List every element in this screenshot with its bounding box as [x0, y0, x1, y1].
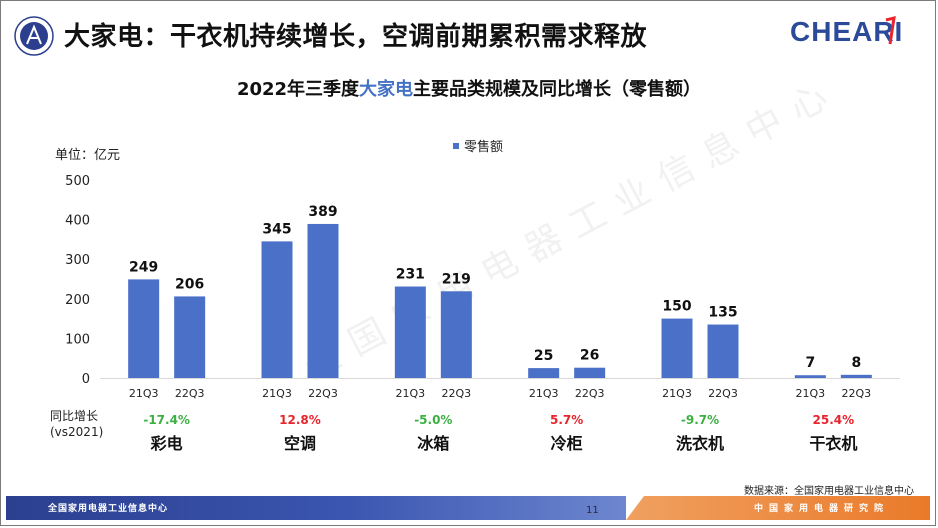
data-label: 25 — [534, 348, 553, 364]
yoy-value: 12.8% — [279, 413, 321, 427]
category-label: 干衣机 — [809, 434, 857, 453]
footer-right-text: 中国家用电器研究院 — [754, 504, 890, 514]
bar — [574, 367, 606, 378]
legend-label: 零售额 — [464, 140, 504, 155]
bar — [440, 291, 472, 378]
bar-chart: 0 100 200 300 400 500 249 21Q3 206 22Q3 -17.4% 彩电 34… — [65, 174, 900, 453]
yoy-value: -5.0% — [414, 413, 452, 427]
category-label: 冷柜 — [551, 434, 583, 453]
x-tick-label: 22Q3 — [842, 387, 872, 400]
y-tick-label: 100 — [65, 332, 90, 347]
unit-label: 单位：亿元 — [55, 148, 121, 163]
yoy-value: 25.4% — [813, 413, 855, 427]
bar — [261, 241, 293, 378]
category-label: 彩电 — [150, 434, 183, 453]
brand-text: CHEARI — [790, 16, 903, 47]
data-label: 135 — [708, 305, 737, 321]
x-tick-label: 22Q3 — [575, 387, 605, 400]
data-label: 249 — [129, 259, 158, 275]
institute-logo — [14, 16, 54, 56]
data-source: 数据来源：全国家用电器工业信息中心 — [744, 486, 914, 497]
y-tick-label: 0 — [82, 372, 90, 387]
page-number: 11 — [586, 505, 599, 516]
yoy-value: -17.4% — [143, 413, 190, 427]
x-tick-label: 21Q3 — [262, 387, 292, 400]
x-tick-label: 21Q3 — [796, 387, 826, 400]
y-tick-label: 300 — [65, 253, 90, 268]
data-label: 206 — [175, 276, 204, 292]
data-label: 219 — [442, 271, 471, 287]
y-tick-label: 400 — [65, 214, 90, 229]
x-tick-label: 22Q3 — [308, 387, 338, 400]
x-tick-label: 22Q3 — [442, 387, 472, 400]
yoy-value: 5.7% — [550, 413, 583, 427]
bar — [174, 296, 206, 378]
yoy-value: -9.7% — [681, 413, 719, 427]
data-label: 231 — [396, 267, 425, 283]
chart-title-part-1: 2022年三季度 — [236, 79, 360, 100]
category-label: 洗衣机 — [676, 434, 724, 453]
bar — [307, 223, 339, 378]
data-label: 345 — [262, 221, 291, 237]
data-label: 26 — [580, 348, 599, 364]
bar — [528, 368, 560, 378]
bar — [128, 279, 160, 378]
chart-legend: 零售额 — [453, 136, 503, 155]
category-label: 冰箱 — [417, 434, 449, 453]
x-tick-label: 22Q3 — [708, 387, 738, 400]
cheari-logo: CHEARI — [790, 15, 903, 47]
footer-left-text: 全国家用电器工业信息中心 — [48, 504, 169, 514]
x-tick-label: 21Q3 — [529, 387, 559, 400]
bar — [394, 286, 426, 378]
bar — [661, 318, 693, 378]
bar — [707, 324, 739, 378]
page-title: 大家电：干衣机持续增长，空调前期累积需求释放 — [64, 22, 648, 52]
bar — [794, 375, 826, 378]
bar — [840, 374, 872, 378]
category-label: 空调 — [284, 434, 316, 453]
x-tick-label: 22Q3 — [175, 387, 205, 400]
y-tick-label: 500 — [65, 174, 90, 189]
x-tick-label: 21Q3 — [396, 387, 426, 400]
yoy-label-line-1: 同比增长 — [50, 409, 99, 423]
data-label: 389 — [308, 204, 337, 220]
yoy-label-line-2: (vs2021) — [50, 425, 104, 439]
x-tick-label: 21Q3 — [662, 387, 692, 400]
yoy-row-label: 同比增长 (vs2021) — [50, 408, 103, 440]
chart-title-part-3: 主要品类规模及同比增长（零售额） — [413, 79, 702, 100]
data-label: 7 — [805, 355, 815, 371]
legend-swatch — [453, 142, 459, 149]
data-label: 8 — [851, 355, 861, 371]
chart-title: 2022年三季度大家电主要品类规模及同比增长（零售额） — [0, 75, 938, 101]
data-label: 150 — [662, 299, 691, 315]
x-tick-label: 21Q3 — [129, 387, 159, 400]
y-tick-label: 200 — [65, 293, 90, 308]
footer-bar-right: 中国家用电器研究院 — [626, 496, 930, 520]
chart-title-highlight: 大家电 — [359, 79, 414, 100]
footer-bar-left: 全国家用电器工业信息中心 — [6, 496, 626, 520]
